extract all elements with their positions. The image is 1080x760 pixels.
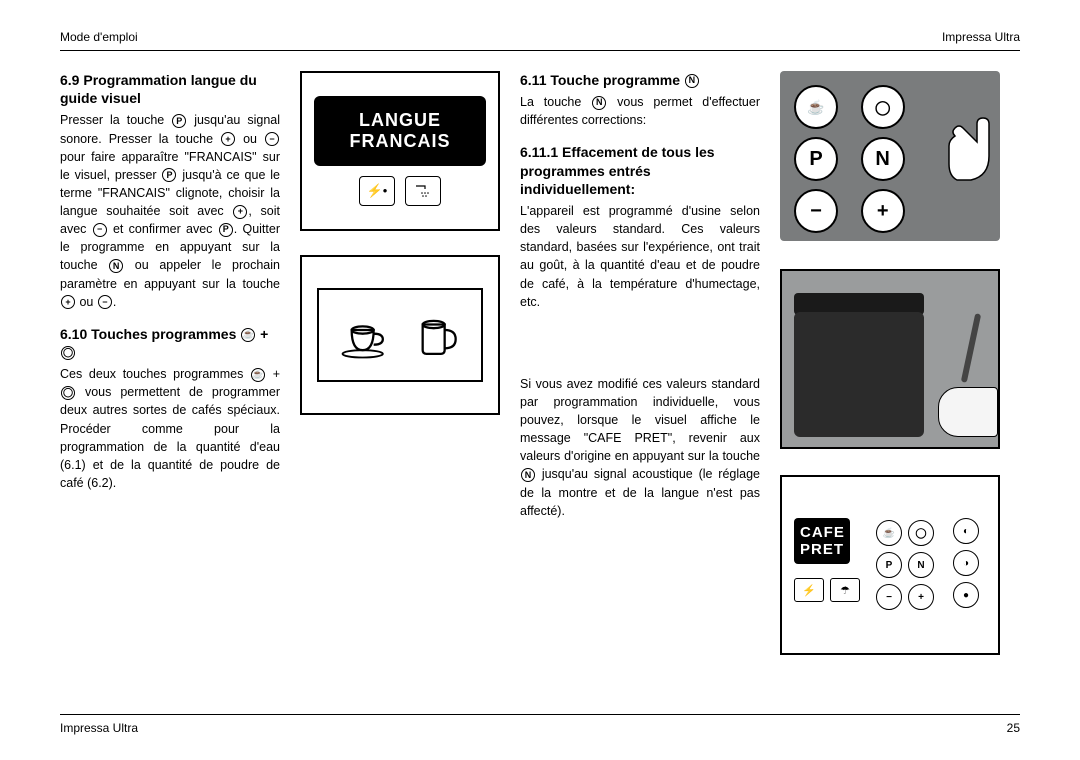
espresso-cup-icon: [337, 308, 392, 363]
footer-right: 25: [1007, 721, 1020, 735]
small-p-icon: P: [876, 552, 902, 578]
small-minus-icon: −: [876, 584, 902, 610]
panel-minus-button: −: [794, 189, 838, 233]
p-icon: P: [172, 114, 186, 128]
n-icon: N: [521, 468, 535, 482]
para-6-10: Ces deux touches programmes ☕ + ◯ vous p…: [60, 365, 280, 492]
para-6-11: La touche N vous permet d'effectuer diff…: [520, 93, 760, 129]
col-3: 6.11 Touche programme N La touche N vous…: [520, 71, 760, 655]
heading-6-10: 6.10 Touches programmes ☕ + ◯: [60, 325, 280, 361]
heading-6-11-1: 6.11.1 Effacement de tous les programmes…: [520, 143, 760, 198]
panel-n-button: N: [861, 137, 905, 181]
mug-icon: [408, 308, 463, 363]
lcd-cafe-pret: CAFE PRET: [794, 518, 850, 564]
panel-cup-icon: ☕: [794, 85, 838, 129]
col-2: LANGUE FRANCAIS ⚡•: [300, 71, 500, 655]
heading-6-11: 6.11 Touche programme N: [520, 71, 760, 89]
side-btn-3: ●: [953, 582, 979, 608]
shower-icon: ☂: [830, 578, 860, 602]
p-icon: P: [219, 223, 233, 237]
cup-icon: ☕: [251, 368, 265, 382]
cup-icon: ☕: [241, 328, 255, 342]
plus-icon: +: [233, 205, 247, 219]
lightning-icon: ⚡: [794, 578, 824, 602]
small-n-icon: N: [908, 552, 934, 578]
figure-lcd-langue: LANGUE FRANCAIS ⚡•: [300, 71, 500, 231]
col-1: 6.9 Programmation langue du guide visuel…: [60, 71, 280, 655]
lightning-icon: ⚡•: [359, 176, 395, 206]
figure-coffee-machine: [780, 269, 1000, 449]
n-icon: N: [685, 74, 699, 88]
small-mug-icon: ◯: [908, 520, 934, 546]
n-icon: N: [109, 259, 123, 273]
n-icon: N: [592, 96, 606, 110]
shower-icon: [405, 176, 441, 206]
figure-cafe-pret: CAFE PRET ⚡ ☂ ☕ ◯ P N − +: [780, 475, 1000, 655]
heading-6-9: 6.9 Programmation langue du guide visuel: [60, 71, 280, 107]
header-right: Impressa Ultra: [942, 30, 1020, 44]
panel-plus-button: +: [861, 189, 905, 233]
minus-icon: −: [98, 295, 112, 309]
finger-press-icon: [947, 116, 1002, 186]
side-btn-2: ◑: [953, 550, 979, 576]
figure-cups: [300, 255, 500, 415]
small-plus-icon: +: [908, 584, 934, 610]
small-cup-icon: ☕: [876, 520, 902, 546]
para-6-11-1a: L'appareil est programmé d'usine selon d…: [520, 202, 760, 311]
panel-mug-icon: ◯: [861, 85, 905, 129]
mug-icon: ◯: [61, 386, 75, 400]
mug-icon: ◯: [61, 346, 75, 360]
minus-icon: −: [93, 223, 107, 237]
plus-icon: +: [61, 295, 75, 309]
minus-icon: −: [265, 132, 279, 146]
para-6-11-1b: Si vous avez modifié ces valeurs standar…: [520, 375, 760, 520]
p-icon: P: [162, 168, 176, 182]
col-4: ☕ ◯ P N − +: [780, 71, 1000, 655]
side-btn-1: ◐: [953, 518, 979, 544]
figure-panel-buttons: ☕ ◯ P N − +: [780, 71, 1000, 241]
lcd-display: LANGUE FRANCAIS: [314, 96, 486, 166]
header-left: Mode d'emploi: [60, 30, 138, 44]
plus-icon: +: [221, 132, 235, 146]
panel-p-button: P: [794, 137, 838, 181]
para-6-9: Presser la touche P jusqu'au signal sono…: [60, 111, 280, 310]
footer-left: Impressa Ultra: [60, 721, 138, 735]
